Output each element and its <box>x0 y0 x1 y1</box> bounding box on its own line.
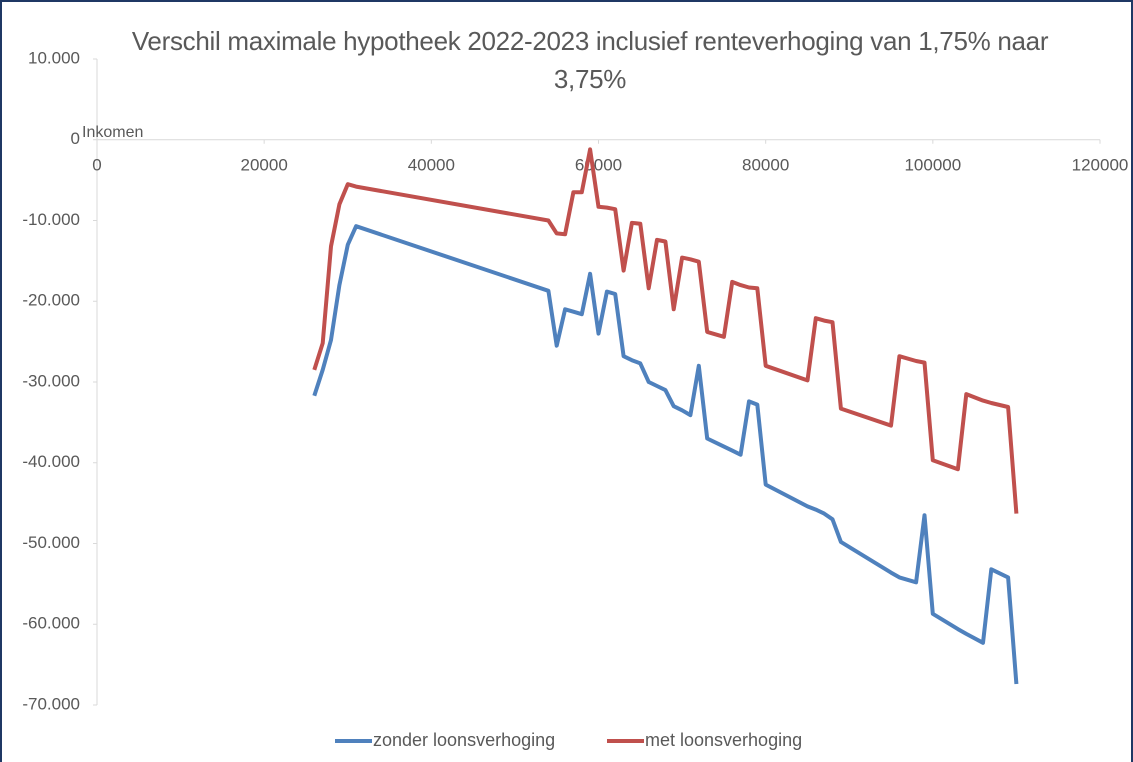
y-tick-label: -60.000 <box>22 614 80 633</box>
x-tick-label: 100000 <box>904 155 961 174</box>
y-tick-label: -10.000 <box>22 210 80 229</box>
legend-label: met loonsverhoging <box>645 730 802 750</box>
y-tick-label: -70.000 <box>22 694 80 713</box>
y-tick-label: -50.000 <box>22 533 80 552</box>
x-axis-title: Inkomen <box>82 124 143 141</box>
series-line <box>312 224 1019 685</box>
series-line <box>312 147 1019 514</box>
y-tick-label: -30.000 <box>22 371 80 390</box>
y-tick-label: -40.000 <box>22 452 80 471</box>
chart-title: Verschil maximale hypotheek 2022-2023 in… <box>131 26 1049 94</box>
x-tick-label: 0 <box>92 155 101 174</box>
y-tick-label: 0 <box>71 129 80 148</box>
legend-label: zonder loonsverhoging <box>373 730 555 750</box>
x-tick-label: 80000 <box>742 155 789 174</box>
x-tick-label: 120000 <box>1072 155 1129 174</box>
y-tick-label: 10.000 <box>28 48 80 67</box>
x-tick-label: 60000 <box>575 155 622 174</box>
y-tick-label: -20.000 <box>22 291 80 310</box>
x-tick-label: 40000 <box>408 155 455 174</box>
x-tick-label: 20000 <box>241 155 288 174</box>
